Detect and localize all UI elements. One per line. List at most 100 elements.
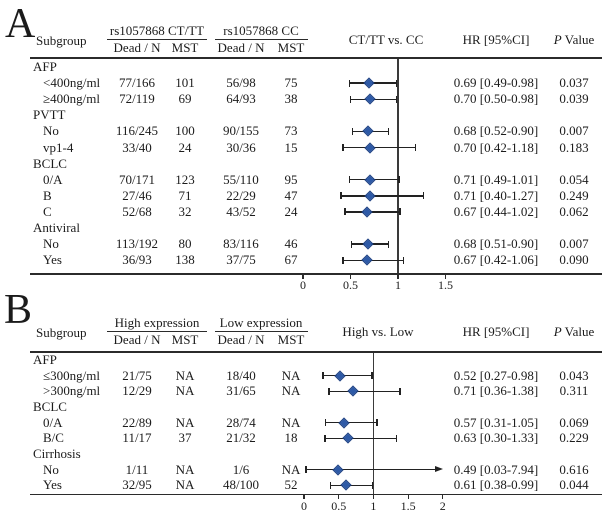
ci-cap-left — [351, 127, 354, 135]
mst-value: 47 — [284, 187, 298, 203]
dead-n-value: 43/52 — [226, 203, 256, 219]
p-value: 0.054 — [559, 171, 589, 187]
hr-ci-value: 0.67 [0.44-1.02] — [453, 203, 539, 219]
ci-cap-right — [376, 419, 378, 427]
mst-value: 32 — [178, 203, 192, 219]
dead-n-value: 28/74 — [226, 414, 256, 430]
section-label: PVTT — [33, 107, 66, 123]
mst-value: NA — [175, 367, 195, 383]
arm1-underline-b — [107, 330, 207, 332]
hr-point-diamond — [360, 206, 373, 218]
arm1-underline-a — [107, 38, 207, 40]
ci-cap-left — [349, 95, 352, 103]
section-label: BCLC — [33, 398, 67, 414]
hr-ci-value: 0.63 [0.30-1.33] — [453, 430, 539, 446]
hr-ci-value: 0.71 [0.40-1.27] — [453, 187, 539, 203]
ci-cap-right — [395, 434, 398, 442]
p-value: 0.007 — [559, 123, 589, 139]
hr-point-diamond — [363, 93, 376, 105]
axis-tick — [372, 495, 374, 500]
subgroup-label: No — [43, 236, 59, 252]
dead-n-value: 55/110 — [223, 171, 259, 187]
dead-n-value: 21/32 — [226, 430, 256, 446]
p-value: 0.249 — [559, 187, 589, 203]
axis-tick-label: 0 — [301, 498, 307, 513]
dead-n-value: 113/192 — [115, 236, 159, 252]
panel-a-label: A — [5, 1, 36, 47]
axis-tick — [407, 495, 409, 500]
mst-value: 75 — [284, 75, 298, 91]
dead-n-value: 22/89 — [122, 414, 152, 430]
arm1-deadn-header-a: Dead / N — [113, 40, 161, 55]
mst-value: NA — [281, 461, 301, 477]
dead-n-value: 18/40 — [226, 367, 256, 383]
arm1-group-header-b: High expression — [114, 315, 200, 330]
p-value: 0.062 — [559, 203, 589, 219]
hr-point-diamond — [360, 254, 373, 266]
subgroup-label: C — [43, 203, 52, 219]
p-value: 0.037 — [559, 75, 589, 91]
ci-cap-left — [344, 208, 346, 216]
hr-ci-value: 0.71 [0.49-1.01] — [453, 171, 539, 187]
mst-value: NA — [175, 461, 195, 477]
ci-cap-right — [387, 127, 390, 135]
axis-tick — [442, 495, 444, 500]
subgroup-label: B/C — [43, 430, 64, 446]
ci-cap-right — [398, 176, 400, 184]
dead-n-value: 77/166 — [118, 75, 156, 91]
ci-whisker — [330, 484, 373, 487]
ci-whisker — [322, 374, 372, 377]
dead-n-value: 30/36 — [226, 139, 256, 155]
p-rest-b: Value — [561, 324, 595, 339]
mst-value: 138 — [175, 252, 195, 268]
dead-n-value: 64/93 — [226, 91, 256, 107]
axis-tick-label: 1.5 — [438, 278, 453, 292]
mst-value: 52 — [284, 477, 298, 493]
ci-whisker — [325, 421, 377, 424]
ci-cap-right — [423, 192, 425, 200]
axis-tick — [349, 274, 352, 279]
hr-ci-value: 0.68 [0.51-0.90] — [453, 236, 539, 252]
subgroup-label: vp1-4 — [43, 139, 74, 155]
arm2-deadn-header-a: Dead / N — [217, 40, 265, 55]
mst-value: 80 — [178, 236, 192, 252]
dead-n-value: 70/171 — [118, 171, 156, 187]
arm2-group-header-b: Low expression — [219, 315, 303, 330]
mst-value: 73 — [284, 123, 298, 139]
ci-cap-left — [329, 481, 332, 489]
mst-value: 69 — [178, 91, 192, 107]
dead-n-value: 32/95 — [122, 477, 152, 493]
axis-tick — [397, 274, 399, 279]
header-rule-b — [30, 351, 602, 353]
mst-value: NA — [281, 414, 301, 430]
arm2-underline-b — [215, 330, 308, 332]
panel-b-label: B — [4, 287, 33, 333]
subgroup-label: 0/A — [43, 171, 63, 187]
mst-value: 37 — [178, 430, 192, 446]
p-value: 0.039 — [559, 91, 589, 107]
p-rest-a: Value — [561, 32, 595, 47]
mst-value: NA — [175, 383, 195, 399]
p-value: 0.007 — [559, 236, 589, 252]
axis-tick — [302, 274, 304, 279]
subgroup-label: B — [43, 187, 52, 203]
dead-n-value: 116/245 — [115, 123, 159, 139]
ci-cap-right — [372, 481, 374, 489]
mst-value: 24 — [178, 139, 192, 155]
hr-point-diamond — [361, 125, 374, 138]
mst-value: NA — [281, 367, 301, 383]
p-value: 0.069 — [559, 414, 589, 430]
dead-n-value: 11/17 — [122, 430, 152, 446]
dead-n-value: 52/68 — [122, 203, 152, 219]
p-value: 0.616 — [559, 461, 589, 477]
dead-n-value: 56/98 — [226, 75, 256, 91]
arm2-underline-a — [215, 38, 308, 40]
subgroup-label: No — [43, 123, 59, 139]
axis-tick-label: 0 — [300, 278, 306, 292]
hr-ci-value: 0.68 [0.52-0.90] — [453, 123, 539, 139]
reference-line-hr1 — [397, 59, 399, 273]
ci-whisker — [344, 211, 400, 213]
axis-tick-label: 1.5 — [400, 498, 416, 513]
subgroup-column-header-a: Subgroup — [36, 33, 87, 48]
section-label: BCLC — [33, 155, 67, 171]
